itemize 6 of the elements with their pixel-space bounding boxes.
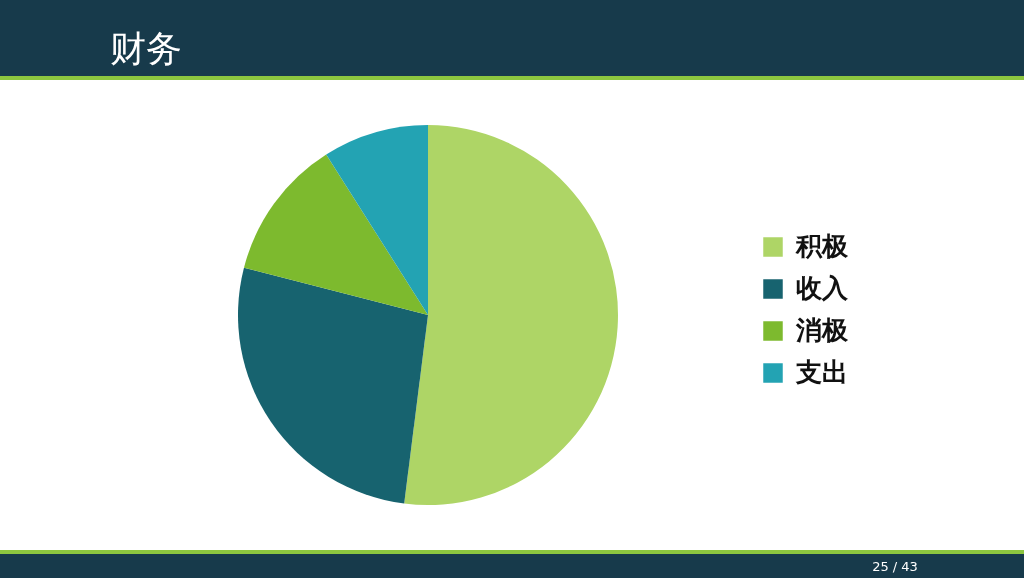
- chart-title: 财务: [110, 28, 182, 69]
- text: 25 / 43: [872, 559, 918, 574]
- legend-label: 支出: [795, 357, 848, 387]
- legend-label: 收入: [796, 273, 849, 303]
- legend-label: 积极: [795, 231, 849, 261]
- legend-label: 消极: [795, 315, 849, 345]
